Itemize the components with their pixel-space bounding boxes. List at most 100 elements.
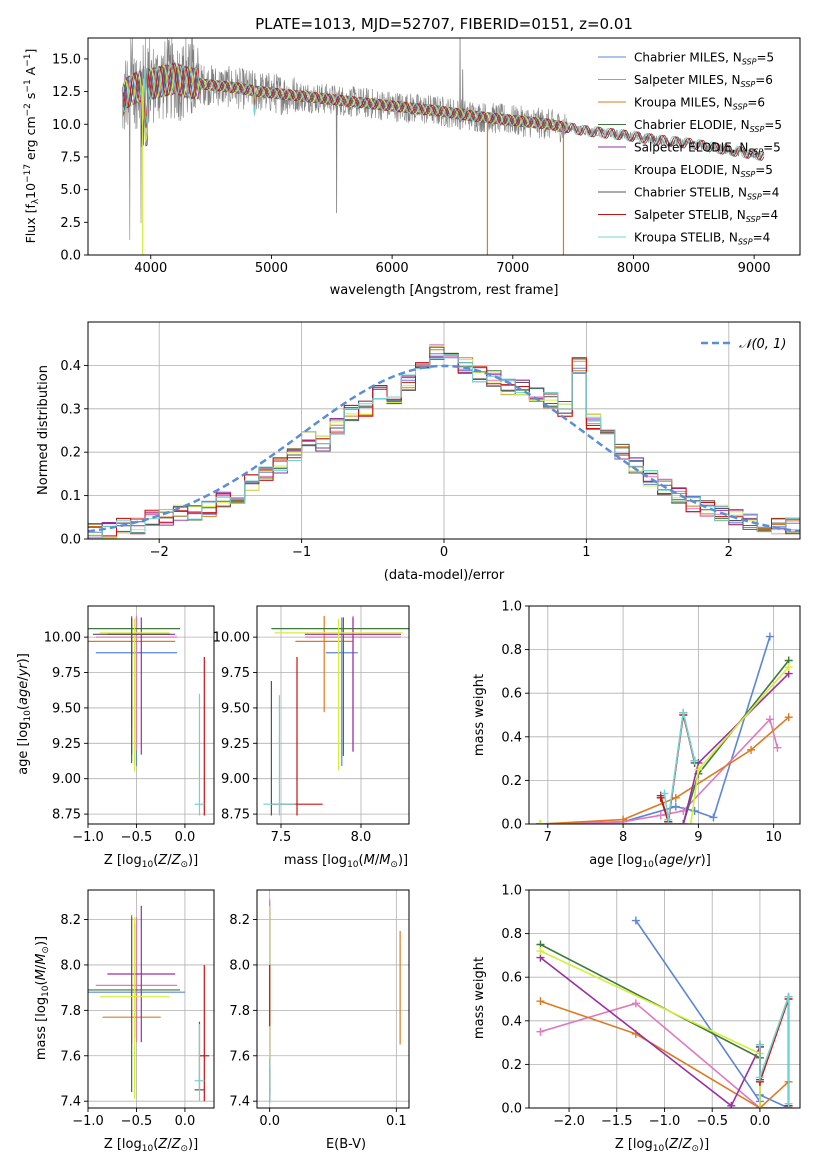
mwAge-ylabel: mass weight bbox=[472, 674, 487, 756]
y-tick-label: 0.4 bbox=[501, 730, 522, 745]
errorbar-point bbox=[107, 905, 176, 1043]
series-marker bbox=[536, 947, 545, 956]
x-tick-label: 10 bbox=[765, 830, 782, 845]
y-tick-label: 0.3 bbox=[60, 402, 81, 417]
x-tick-label: −0.5 bbox=[121, 1114, 153, 1129]
legend-entry: Salpeter ELODIE, NSSP=5 bbox=[634, 141, 781, 157]
mass-weight-vs-metallicity-panel: −2.0 −1.5 −1.0 −0.5 0.0 0.0 0.2 0.4 0.6 0.8 1.0 Z … bbox=[472, 884, 801, 1154]
x-tick-label: 0.1 bbox=[386, 1114, 407, 1129]
plot-area bbox=[121, 38, 765, 255]
series-marker bbox=[755, 1104, 764, 1108]
plot-area bbox=[88, 905, 210, 1102]
series-marker bbox=[755, 1040, 764, 1049]
y-tick-label: 1.0 bbox=[501, 884, 522, 899]
x-tick-label: −0.5 bbox=[121, 830, 153, 845]
axes-frame bbox=[87, 37, 801, 256]
axes-frame bbox=[256, 889, 410, 1109]
y-tick-label: 8.0 bbox=[229, 958, 250, 973]
age-vs-metallicity-panel: −1.0 −0.5 0.0 8.75 9.00 9.25 9.50 9.75 10.00 Z [… bbox=[16, 605, 215, 870]
series-path bbox=[540, 666, 790, 824]
axes-frame bbox=[87, 605, 215, 825]
legend-entry: Salpeter MILES, NSSP=6 bbox=[634, 73, 773, 89]
plot-area bbox=[88, 615, 205, 816]
y-tick-label: 9.25 bbox=[52, 737, 81, 752]
y-tick-label: 7.8 bbox=[229, 1004, 250, 1019]
model-spectrum-kroupa-elodie bbox=[122, 62, 568, 146]
observed-spectrum bbox=[121, 38, 764, 241]
errorbar-point bbox=[92, 618, 171, 755]
plot-area bbox=[536, 916, 793, 1108]
ageZ-xlabel: Z [log10(Z/Z⊙)] bbox=[104, 853, 198, 870]
y-tick-label: 0.4 bbox=[60, 359, 81, 374]
errorbar-point bbox=[88, 917, 181, 1093]
spectrum-legend: Chabrier MILES, NSSP=5 Salpeter MILES, NS… bbox=[598, 51, 782, 247]
series-marker bbox=[686, 820, 695, 824]
spectrum-spike bbox=[461, 69, 464, 115]
mass-vs-extinction-panel: 0.0 0.1 7.4 7.6 7.8 8.0 8.2 E(B-V) bbox=[229, 889, 410, 1152]
spectrum-spike bbox=[459, 38, 461, 115]
series-marker bbox=[765, 715, 774, 724]
y-tick-label: 15.0 bbox=[52, 52, 81, 67]
y-tick-label: 0.0 bbox=[501, 818, 522, 833]
x-tick-label: −1.0 bbox=[649, 1114, 681, 1129]
y-tick-label: 7.8 bbox=[60, 1004, 81, 1019]
x-tick-label: −2.0 bbox=[553, 1114, 585, 1129]
series-path bbox=[759, 996, 790, 1104]
errorbar-point bbox=[95, 615, 178, 751]
axes-frame bbox=[87, 889, 215, 1109]
x-tick-label: 7.5 bbox=[271, 830, 292, 845]
series-line bbox=[660, 708, 699, 824]
legend-entry: Chabrier ELODIE, NSSP=5 bbox=[634, 118, 782, 134]
figure-title: PLATE=1013, MJD=52707, FIBERID=0151, z=0… bbox=[255, 15, 633, 33]
series-marker bbox=[631, 916, 640, 925]
legend-entry: Kroupa STELIB, NSSP=4 bbox=[634, 231, 770, 247]
series-marker bbox=[656, 811, 665, 820]
histogram-series bbox=[88, 354, 800, 539]
y-tick-label: 7.4 bbox=[229, 1095, 250, 1110]
x-tick-label: 7 bbox=[544, 830, 552, 845]
errorbar-point bbox=[274, 618, 403, 771]
x-tick-label: 8000 bbox=[617, 261, 650, 276]
y-tick-label: 0.2 bbox=[60, 446, 81, 461]
y-tick-label: 9.00 bbox=[52, 772, 81, 787]
y-tick-label: 8.2 bbox=[60, 913, 81, 928]
x-tick-label: −1.5 bbox=[601, 1114, 633, 1129]
spectrum-xlabel: wavelength [Angstrom, rest frame] bbox=[330, 283, 559, 298]
series-marker bbox=[784, 663, 793, 672]
y-tick-label: 9.75 bbox=[221, 666, 250, 681]
series-marker bbox=[727, 1101, 736, 1108]
series-marker bbox=[679, 708, 688, 717]
series-marker bbox=[631, 999, 640, 1008]
massZ-xlabel: Z [log10(Z/Z⊙)] bbox=[104, 1137, 198, 1154]
plot-area bbox=[88, 344, 800, 539]
x-tick-label: 0.0 bbox=[175, 830, 196, 845]
series-marker bbox=[679, 820, 688, 824]
series-path bbox=[663, 712, 696, 820]
y-tick-label: 0.6 bbox=[501, 971, 522, 986]
series-marker bbox=[690, 756, 699, 765]
errorbar-point bbox=[99, 917, 170, 1099]
errorbar-point bbox=[95, 917, 178, 1043]
legend-entry: Kroupa ELODIE, NSSP=5 bbox=[634, 163, 773, 179]
massZ-ylabel: mass [log10(M/M⊙)] bbox=[34, 936, 51, 1060]
hist-xlabel: (data-model)/error bbox=[384, 568, 505, 583]
hist-legend: 𝒩(0, 1) bbox=[701, 337, 786, 352]
y-tick-label: 8.75 bbox=[52, 808, 81, 823]
gaussian-curve bbox=[88, 364, 800, 533]
errorbar-point bbox=[263, 695, 296, 816]
series-marker bbox=[536, 997, 545, 1006]
x-tick-label: 0.0 bbox=[259, 1114, 280, 1129]
series-marker bbox=[660, 789, 669, 798]
series-marker bbox=[536, 820, 545, 824]
y-tick-label: 1.0 bbox=[501, 600, 522, 615]
x-tick-label: −1.0 bbox=[72, 830, 104, 845]
y-tick-label: 9.75 bbox=[52, 666, 81, 681]
series-line bbox=[536, 663, 793, 824]
errorbar-point bbox=[99, 618, 170, 772]
y-tick-label: 9.00 bbox=[221, 772, 250, 787]
series-marker bbox=[664, 815, 673, 824]
y-tick-label: 0.0 bbox=[501, 1102, 522, 1117]
ageM-xlabel: mass [log10(M/M⊙)] bbox=[284, 853, 408, 870]
hist-ylabel: Normed distribution bbox=[36, 365, 51, 495]
series-marker bbox=[784, 1099, 793, 1108]
